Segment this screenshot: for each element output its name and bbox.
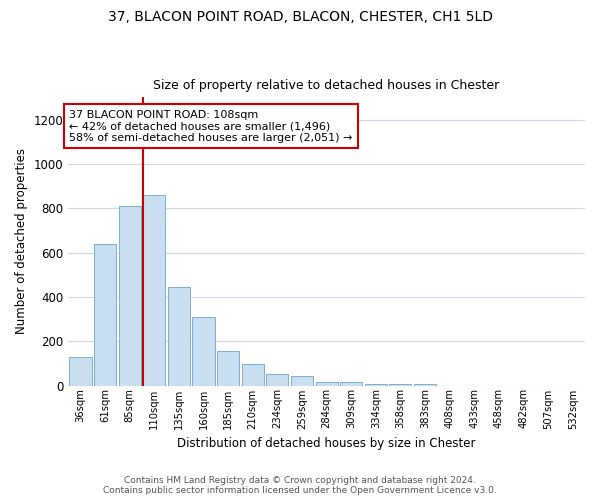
Bar xyxy=(168,287,190,386)
Bar xyxy=(414,384,436,386)
Bar xyxy=(242,364,264,386)
Bar xyxy=(217,350,239,386)
Text: Contains HM Land Registry data © Crown copyright and database right 2024.
Contai: Contains HM Land Registry data © Crown c… xyxy=(103,476,497,495)
Bar xyxy=(193,317,215,386)
Bar xyxy=(365,384,387,386)
Bar xyxy=(119,206,141,386)
Bar xyxy=(316,382,338,386)
Bar xyxy=(389,384,412,386)
Bar xyxy=(94,244,116,386)
Bar xyxy=(340,382,362,386)
Bar xyxy=(266,374,289,386)
Title: Size of property relative to detached houses in Chester: Size of property relative to detached ho… xyxy=(154,79,500,92)
Y-axis label: Number of detached properties: Number of detached properties xyxy=(15,148,28,334)
X-axis label: Distribution of detached houses by size in Chester: Distribution of detached houses by size … xyxy=(178,437,476,450)
Bar xyxy=(291,376,313,386)
Bar xyxy=(143,195,166,386)
Text: 37 BLACON POINT ROAD: 108sqm
← 42% of detached houses are smaller (1,496)
58% of: 37 BLACON POINT ROAD: 108sqm ← 42% of de… xyxy=(70,110,353,142)
Text: 37, BLACON POINT ROAD, BLACON, CHESTER, CH1 5LD: 37, BLACON POINT ROAD, BLACON, CHESTER, … xyxy=(107,10,493,24)
Bar xyxy=(70,356,92,386)
